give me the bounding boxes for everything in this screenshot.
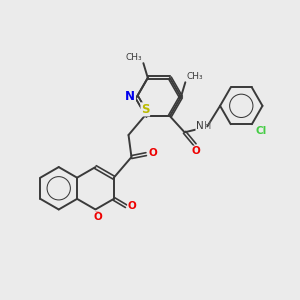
Text: CH₃: CH₃ [187,72,203,81]
Text: H: H [204,121,212,130]
Text: O: O [148,148,157,158]
Text: CH₃: CH₃ [125,53,142,62]
Text: S: S [141,103,150,116]
Text: O: O [93,212,102,222]
Text: Cl: Cl [256,126,267,136]
Text: N: N [125,91,135,103]
Text: N: N [125,91,135,103]
Text: N: N [196,121,204,130]
Text: O: O [93,211,101,221]
Text: O: O [128,201,136,211]
Text: O: O [192,146,201,156]
